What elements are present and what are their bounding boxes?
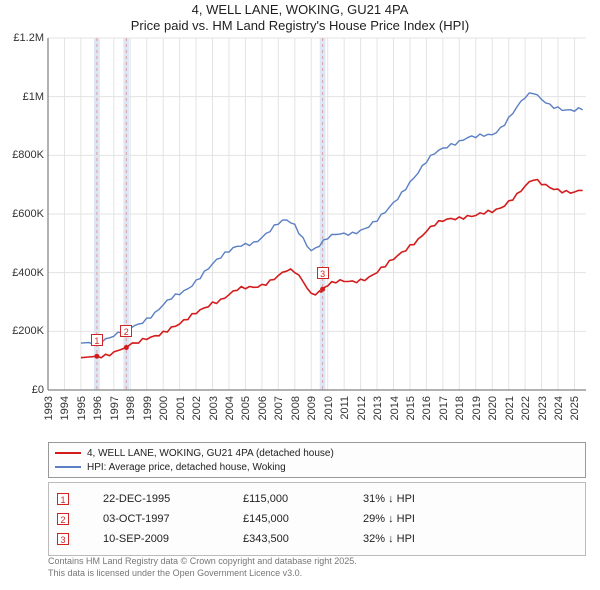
transaction-row-marker: 3 (57, 533, 69, 545)
transactions-table: 1 22-DEC-1995£115,00031% ↓ HPI 2 03-OCT-199… (48, 482, 586, 556)
x-tick-label: 2007 (273, 396, 285, 420)
transaction-price: £343,500 (243, 533, 363, 545)
x-tick-label: 2010 (323, 396, 335, 420)
attribution-line-2: This data is licensed under the Open Gov… (48, 568, 586, 580)
transaction-date: 22-DEC-1995 (103, 493, 243, 505)
x-tick-label: 2013 (372, 396, 384, 420)
x-tick-label: 2025 (569, 396, 581, 420)
legend: 4, WELL LANE, WOKING, GU21 4PA (detached… (48, 442, 586, 478)
x-tick-label: 2020 (487, 396, 499, 420)
x-tick-label: 2016 (421, 396, 433, 420)
y-tick-label: £200K (0, 325, 44, 337)
legend-swatch (55, 452, 81, 454)
transaction-marker: 2 (120, 325, 132, 337)
chart-container: 4, WELL LANE, WOKING, GU21 4PA Price pai… (0, 0, 600, 440)
x-tick-label: 2023 (537, 396, 549, 420)
legend-row: HPI: Average price, detached house, Woki… (55, 460, 579, 474)
transaction-marker: 1 (91, 334, 103, 346)
x-tick-label: 1995 (76, 396, 88, 420)
y-tick-label: £800K (0, 149, 44, 161)
transaction-delta: 32% ↓ HPI (363, 533, 577, 545)
x-tick-label: 2011 (339, 396, 351, 420)
y-tick-label: £1.2M (0, 32, 44, 44)
transaction-row: 2 03-OCT-1997£145,00029% ↓ HPI (57, 509, 577, 529)
x-tick-label: 2024 (553, 396, 565, 420)
x-tick-label: 2004 (224, 396, 236, 420)
x-tick-label: 2005 (240, 396, 252, 420)
y-tick-label: £0 (0, 384, 44, 396)
transaction-date: 10-SEP-2009 (103, 533, 243, 545)
x-tick-label: 2019 (471, 396, 483, 420)
title-line-2: Price paid vs. HM Land Registry's House … (0, 18, 600, 33)
x-tick-label: 2006 (257, 396, 269, 420)
transaction-row: 3 10-SEP-2009£343,50032% ↓ HPI (57, 529, 577, 549)
y-tick-label: £1M (0, 91, 44, 103)
x-tick-label: 1993 (43, 396, 55, 420)
y-tick-label: £600K (0, 208, 44, 220)
x-tick-label: 2000 (158, 396, 170, 420)
x-tick-label: 2003 (208, 396, 220, 420)
legend-label: 4, WELL LANE, WOKING, GU21 4PA (detached… (87, 448, 334, 459)
y-tick-label: £400K (0, 267, 44, 279)
x-tick-label: 2002 (191, 396, 203, 420)
x-tick-label: 2009 (306, 396, 318, 420)
x-tick-label: 2017 (438, 396, 450, 420)
transaction-date: 03-OCT-1997 (103, 513, 243, 525)
x-tick-label: 2015 (405, 396, 417, 420)
legend-label: HPI: Average price, detached house, Woki… (87, 462, 286, 473)
x-tick-label: 2021 (504, 396, 516, 420)
x-tick-label: 1999 (142, 396, 154, 420)
x-tick-label: 2022 (520, 396, 532, 420)
transaction-row-marker: 1 (57, 493, 69, 505)
x-tick-label: 2008 (290, 396, 302, 420)
transaction-price: £145,000 (243, 513, 363, 525)
x-tick-label: 2014 (389, 396, 401, 420)
transaction-marker: 3 (317, 267, 329, 279)
x-tick-label: 2001 (175, 396, 187, 420)
attribution-line-1: Contains HM Land Registry data © Crown c… (48, 556, 586, 568)
transaction-row-marker: 2 (57, 513, 69, 525)
transaction-price: £115,000 (243, 493, 363, 505)
legend-swatch (55, 466, 81, 468)
x-tick-label: 1997 (109, 396, 121, 420)
x-tick-label: 2018 (454, 396, 466, 420)
x-tick-label: 1994 (59, 396, 71, 420)
chart-title: 4, WELL LANE, WOKING, GU21 4PA Price pai… (0, 2, 600, 33)
transaction-row: 1 22-DEC-1995£115,00031% ↓ HPI (57, 489, 577, 509)
transaction-delta: 29% ↓ HPI (363, 513, 577, 525)
title-line-1: 4, WELL LANE, WOKING, GU21 4PA (0, 2, 600, 17)
x-tick-label: 2012 (356, 396, 368, 420)
transaction-delta: 31% ↓ HPI (363, 493, 577, 505)
x-tick-label: 1996 (92, 396, 104, 420)
x-tick-label: 1998 (125, 396, 137, 420)
attribution: Contains HM Land Registry data © Crown c… (48, 556, 586, 579)
legend-row: 4, WELL LANE, WOKING, GU21 4PA (detached… (55, 446, 579, 460)
